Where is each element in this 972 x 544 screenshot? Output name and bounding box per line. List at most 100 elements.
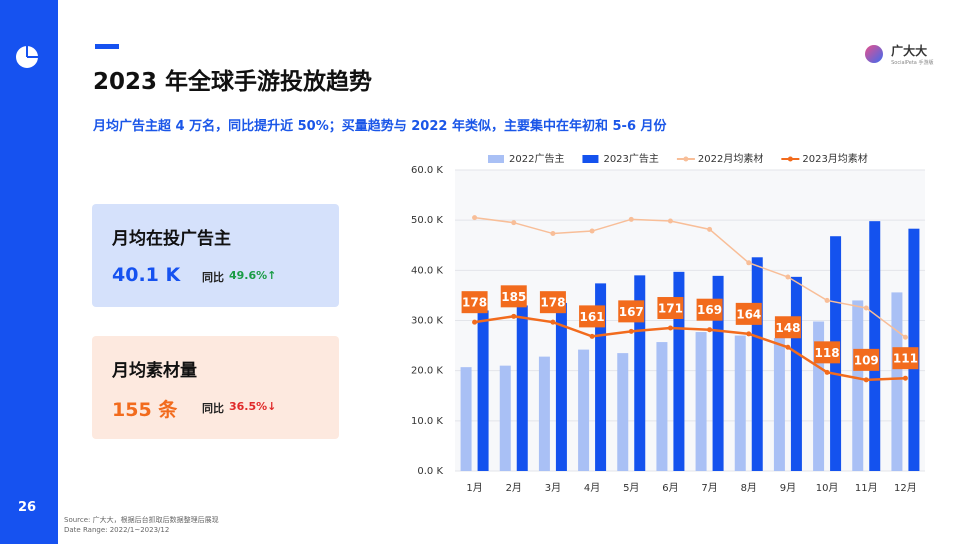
icon (16, 46, 38, 68)
data-label: 185 (501, 290, 526, 304)
legend-label: 2023月均素材 (802, 152, 867, 165)
logo: 广大大 SocialPeta 手游版 (865, 42, 933, 66)
line-marker (707, 226, 713, 232)
y-tick-label: 30.0 K (411, 316, 443, 327)
legend-swatch (488, 155, 504, 163)
x-tick-label: 10月 (816, 482, 839, 494)
x-tick-label: 5月 (623, 482, 639, 494)
line (474, 315, 906, 382)
data-label-box (735, 302, 762, 325)
data-label: 178 (540, 296, 565, 310)
line-marker (628, 216, 634, 222)
data-label: 171 (658, 302, 683, 316)
x-tick-label: 7月 (701, 482, 717, 494)
title: 2023 年全球手游投放趋势 (93, 69, 373, 95)
line-marker (511, 220, 517, 226)
data-label-box (774, 316, 801, 339)
legend-swatch (582, 155, 599, 163)
line-marker (746, 260, 752, 266)
card-title: 月均素材量 (112, 361, 197, 381)
data-label: 111 (893, 352, 918, 366)
data-label: 164 (736, 307, 761, 321)
y-tick-label: 10.0 K (411, 416, 443, 427)
accent (95, 44, 119, 49)
data-label-box (461, 291, 488, 314)
data-label-box (657, 297, 684, 320)
sidebar: 26 (0, 0, 58, 544)
compare-label: 同比 (202, 271, 224, 284)
legend-swatch (683, 156, 689, 162)
line-marker (902, 334, 908, 340)
line (474, 216, 906, 338)
x-tick-label: 2月 (506, 482, 522, 494)
line-marker (589, 228, 595, 234)
y-tick-label: 60.0 K (411, 165, 443, 176)
x-tick-label: 4月 (584, 482, 600, 494)
x-tick-label: 12月 (894, 482, 917, 494)
bar (656, 342, 668, 471)
bar (555, 302, 567, 471)
bar (734, 335, 746, 471)
subtitle: 月均广告主超 4 万名，同比提升近 50%；买量趋势与 2022 年类似，主要集… (93, 119, 667, 134)
bar (499, 365, 511, 471)
source-line: Source: 广大大，根据后台抓取后数据整理后展现 (64, 516, 219, 524)
compare-label: 同比 (202, 402, 224, 415)
legend-label: 2022月均素材 (698, 152, 763, 165)
y-tick-label: 50.0 K (411, 215, 443, 226)
card-value: 40.1 K (112, 264, 181, 286)
bar (460, 367, 472, 471)
logo-sub: SocialPeta 手游版 (891, 60, 934, 66)
x-tick-label: 6月 (662, 482, 678, 494)
x-tick-label: 9月 (780, 482, 796, 494)
bar (673, 271, 685, 471)
line-marker (863, 377, 869, 383)
bar (695, 332, 707, 471)
card: 月均在投广告主 40.1 K 同比 49.6%↑ (92, 204, 339, 307)
data-label: 118 (815, 346, 840, 360)
data-label-box (853, 348, 880, 371)
line-marker (472, 319, 478, 325)
bar (790, 276, 802, 471)
y-tick-label: 0.0 K (417, 466, 443, 477)
legend-label: 2023广告主 (603, 152, 658, 165)
data-label: 167 (619, 305, 644, 319)
data-label-box (500, 285, 527, 308)
logo-name: 广大大 (891, 44, 928, 58)
line-marker (472, 215, 478, 221)
line-marker (628, 328, 634, 334)
bar (751, 257, 763, 471)
bar (773, 338, 785, 471)
line-marker (589, 333, 595, 339)
x-tick-label: 1月 (466, 482, 482, 494)
line-marker (863, 305, 869, 311)
line-marker (902, 375, 908, 381)
x-tick-label: 11月 (855, 482, 878, 494)
bar (813, 321, 825, 471)
page-number: 26 (18, 500, 37, 515)
line-marker (667, 325, 673, 331)
line-marker (667, 218, 673, 224)
data-label-box (892, 347, 919, 370)
x-tick-label: 8月 (741, 482, 757, 494)
data-label: 109 (854, 353, 879, 367)
line-marker (550, 231, 556, 237)
line-marker (746, 331, 752, 337)
source: Source: 广大大，根据后台抓取后数据整理后展现 Date Range: 2… (64, 515, 219, 535)
card-title: 月均在投广告主 (112, 229, 231, 249)
data-label: 148 (775, 321, 800, 335)
y-tick-label: 40.0 K (411, 265, 443, 276)
data-label-box (579, 305, 606, 328)
bar (634, 275, 646, 471)
line-marker (511, 313, 517, 319)
data-label-box (814, 341, 841, 364)
bar (477, 310, 489, 471)
line-marker (824, 369, 830, 375)
line-marker (550, 319, 556, 325)
compare-value: 36.5%↓ (229, 400, 277, 413)
data-label: 161 (580, 310, 605, 324)
card-value: 155 条 (112, 399, 178, 421)
legend-swatch (787, 156, 793, 162)
bar (516, 305, 528, 471)
